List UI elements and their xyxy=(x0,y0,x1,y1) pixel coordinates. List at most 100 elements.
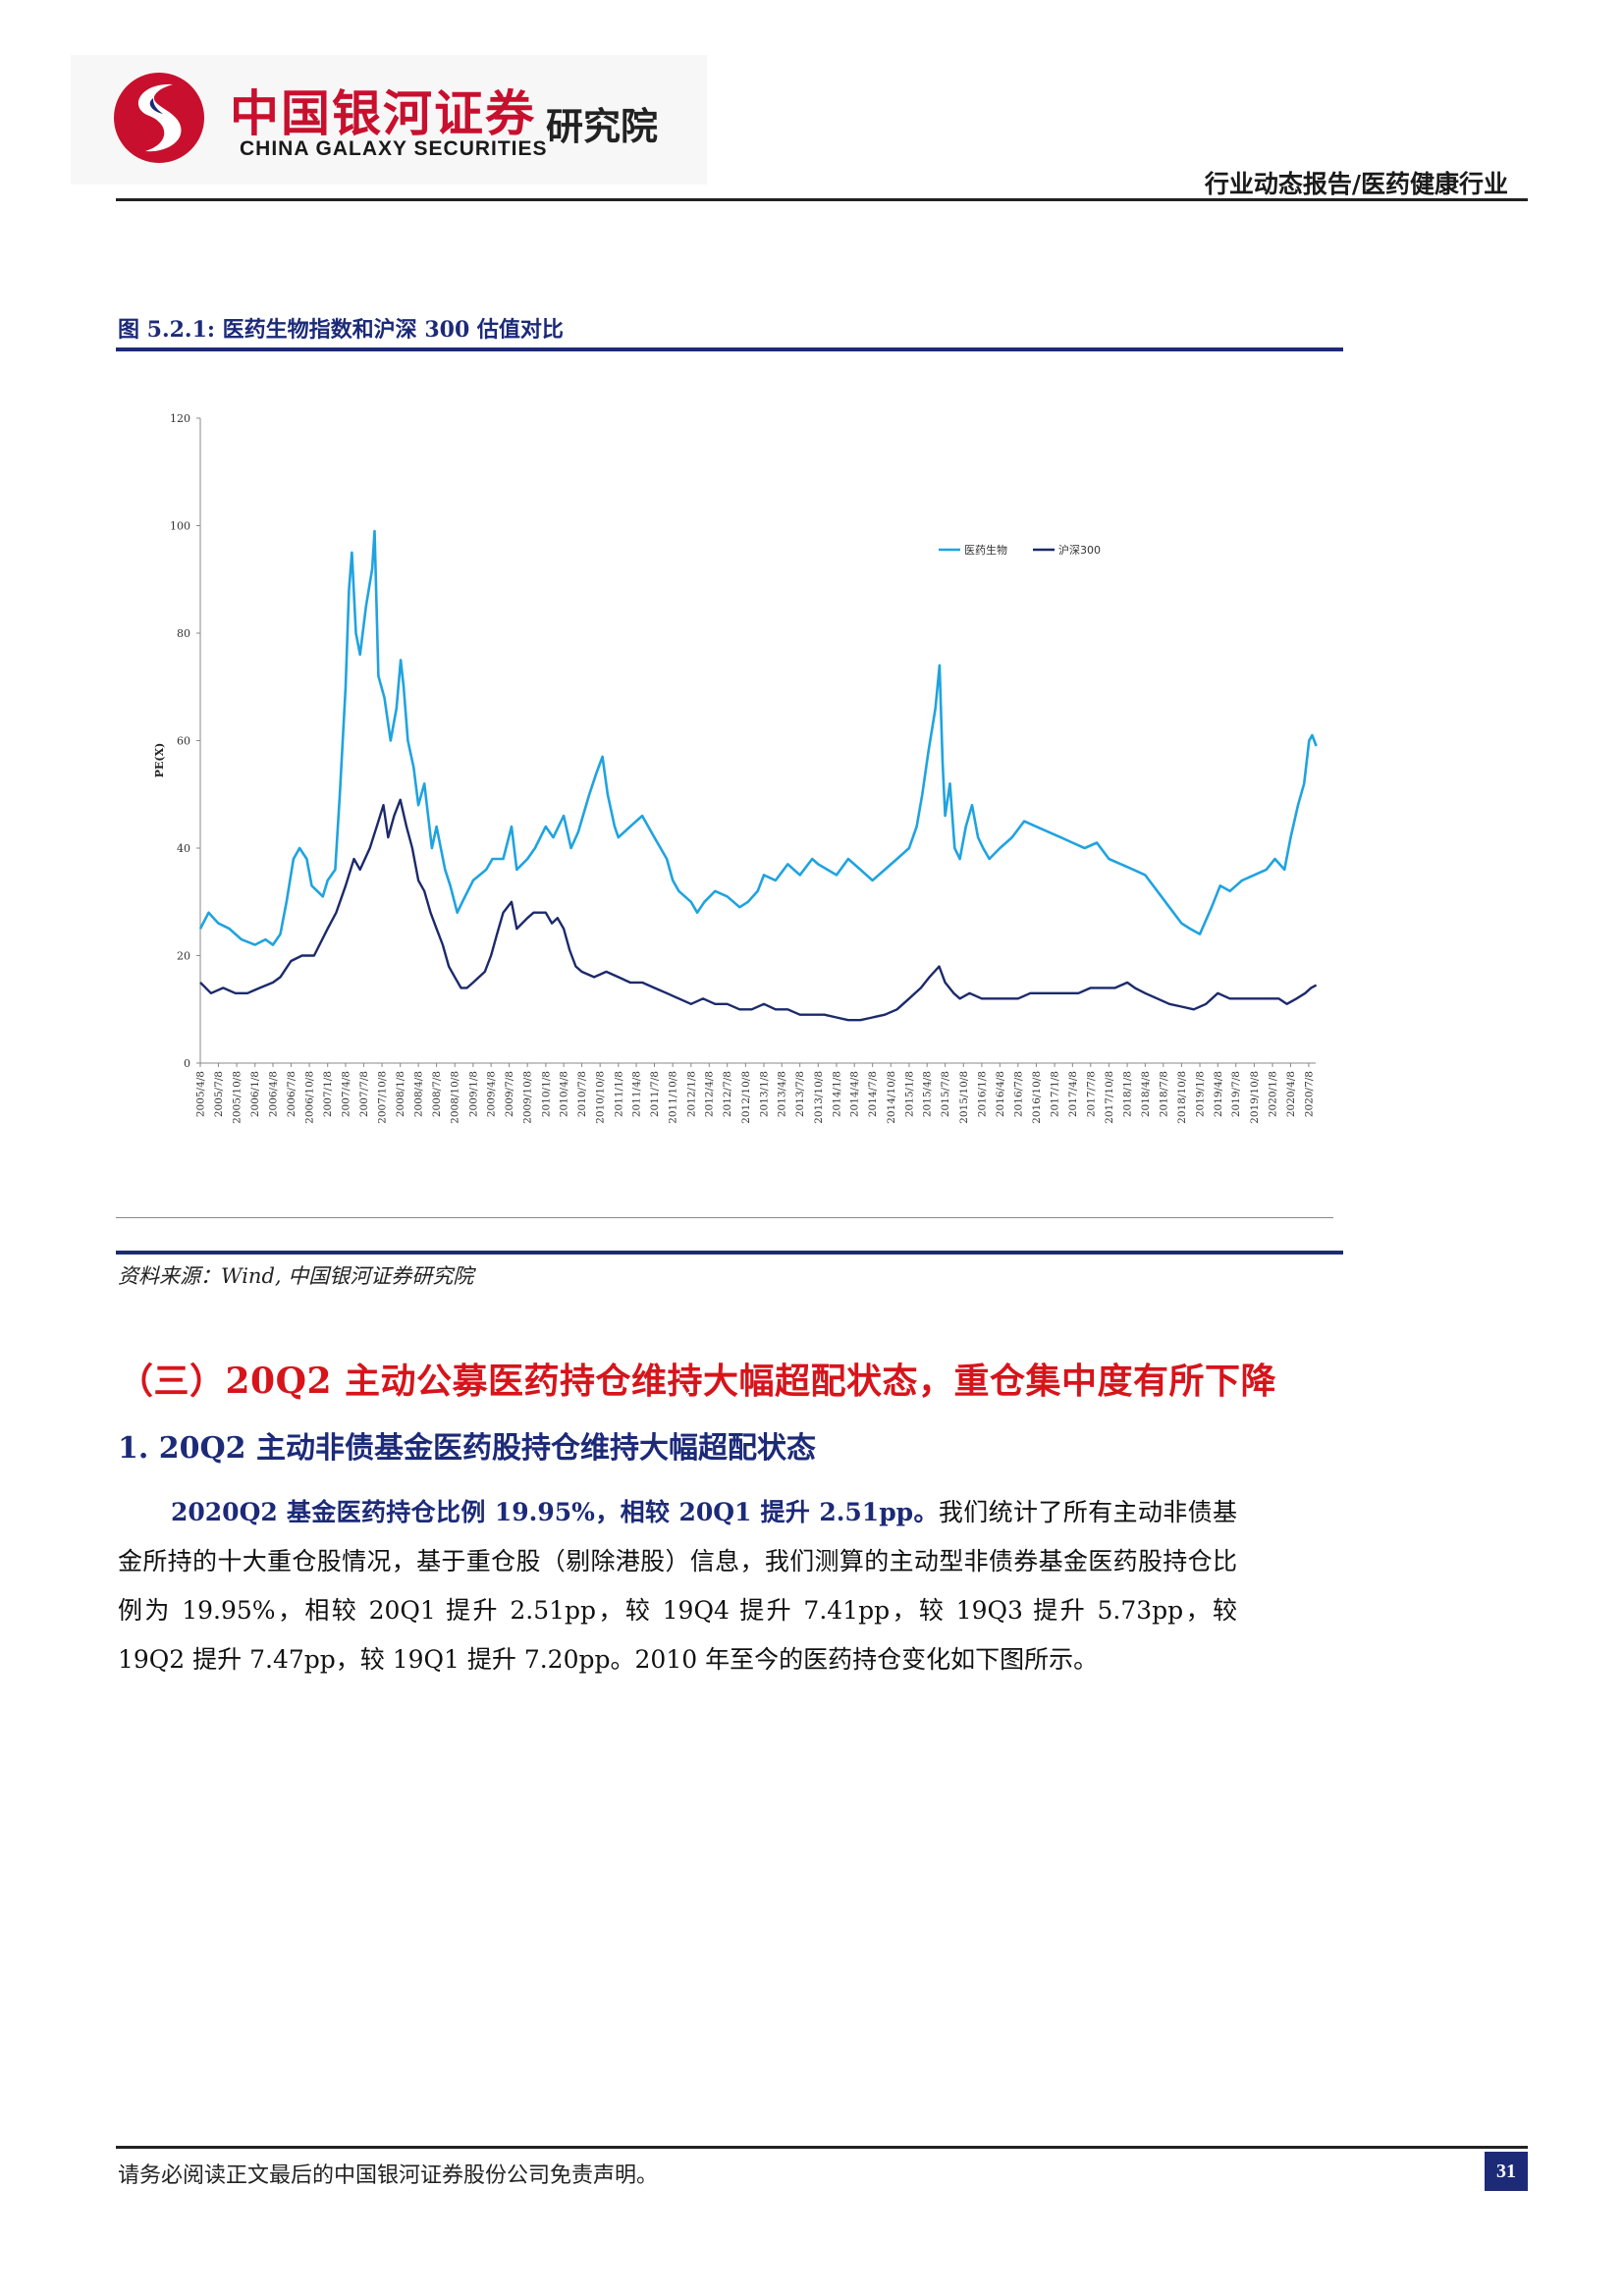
y-tick-label: 60 xyxy=(177,735,190,748)
x-tick-label: 2007/1/8 xyxy=(322,1071,334,1117)
y-axis-label: PE(X) xyxy=(153,743,166,778)
x-tick-label: 2006/7/8 xyxy=(286,1071,298,1117)
footer-disclaimer: 请务必阅读正文最后的中国银河证券股份公司免责声明。 xyxy=(118,2163,659,2188)
x-tick-label: 2014/1/8 xyxy=(831,1071,842,1117)
x-tick-label: 2020/4/8 xyxy=(1285,1071,1297,1117)
x-tick-label: 2012/10/8 xyxy=(740,1071,752,1124)
x-tick-label: 2009/4/8 xyxy=(486,1071,498,1117)
report-type: 行业动态报告/医药健康行业 xyxy=(1204,170,1508,198)
paragraph-body: 我们统计了所有主动非债基金所持的十大重仓股情况，基于重仓股（剔除港股）信息，我们… xyxy=(118,1498,1237,1674)
x-tick-label: 2010/1/8 xyxy=(540,1071,552,1117)
x-tick-label: 2006/10/8 xyxy=(304,1071,316,1124)
x-tick-label: 2014/7/8 xyxy=(867,1071,879,1117)
x-tick-label: 2016/4/8 xyxy=(995,1071,1006,1117)
x-tick-label: 2011/10/8 xyxy=(668,1071,679,1124)
paragraph-lead: 2020Q2 基金医药持仓比例 19.95%，相较 20Q1 提升 2.51pp… xyxy=(171,1498,939,1526)
logo-chinese-name: 中国银河证券 xyxy=(230,85,536,142)
x-tick-label: 2007/10/8 xyxy=(377,1071,389,1124)
header-divider xyxy=(116,198,1528,201)
chart-axes xyxy=(196,417,1316,1067)
legend-label: 沪深300 xyxy=(1058,543,1101,557)
footer-divider xyxy=(116,2146,1528,2149)
figure-inner-rule xyxy=(116,1217,1333,1218)
legend-label: 医药生物 xyxy=(964,543,1007,557)
figure-source: 资料来源：Wind, 中国银河证券研究院 xyxy=(118,1264,474,1288)
x-tick-label: 2007/4/8 xyxy=(340,1071,352,1117)
company-logo: 中国银河证券 CHINA GALAXY SECURITIES 研究院 xyxy=(71,55,707,185)
x-tick-label: 2013/7/8 xyxy=(794,1071,806,1117)
galaxy-logo-icon xyxy=(114,73,204,163)
x-tick-label: 2016/10/8 xyxy=(1031,1071,1043,1124)
x-tick-labels: 2005/4/8 2005/7/8 2005/10/8 2006/1/8 2006/4/… xyxy=(195,1071,1316,1124)
y-tick-label: 80 xyxy=(177,627,190,640)
x-tick-label: 2010/7/8 xyxy=(576,1071,588,1117)
x-tick-label: 2020/1/8 xyxy=(1268,1071,1279,1117)
page-number: 31 xyxy=(1485,2152,1528,2191)
y-tick-label: 0 xyxy=(184,1057,190,1070)
x-tick-label: 2009/10/8 xyxy=(522,1071,534,1124)
body-paragraph: 2020Q2 基金医药持仓比例 19.95%，相较 20Q1 提升 2.51pp… xyxy=(118,1488,1237,1684)
series-line-1 xyxy=(198,529,1318,946)
x-tick-label: 2012/1/8 xyxy=(685,1071,697,1117)
x-tick-label: 2011/1/8 xyxy=(613,1071,624,1117)
x-tick-label: 2008/4/8 xyxy=(413,1071,425,1117)
figure-top-rule xyxy=(116,347,1343,351)
x-tick-label: 2018/10/8 xyxy=(1176,1071,1188,1124)
x-tick-label: 2018/4/8 xyxy=(1140,1071,1152,1117)
x-tick-label: 2014/10/8 xyxy=(886,1071,897,1124)
x-tick-label: 2005/7/8 xyxy=(213,1071,225,1117)
x-tick-label: 2015/10/8 xyxy=(958,1071,970,1124)
y-tick-labels: 0 20 40 60 80 100 120 xyxy=(170,412,190,1070)
logo-institute: 研究院 xyxy=(546,105,659,148)
x-tick-label: 2018/7/8 xyxy=(1158,1071,1169,1117)
x-tick-label: 2006/4/8 xyxy=(267,1071,279,1117)
x-tick-label: 2019/1/8 xyxy=(1195,1071,1207,1117)
x-tick-label: 2008/10/8 xyxy=(450,1071,461,1124)
x-tick-label: 2010/10/8 xyxy=(595,1071,607,1124)
x-tick-label: 2009/7/8 xyxy=(504,1071,515,1117)
x-tick-label: 2011/7/8 xyxy=(649,1071,661,1117)
x-tick-label: 2017/1/8 xyxy=(1050,1071,1061,1117)
section-heading: （三）20Q2 主动公募医药持仓维持大幅超配状态，重仓集中度有所下降 xyxy=(118,1361,1277,1402)
x-tick-label: 2019/10/8 xyxy=(1249,1071,1261,1124)
x-tick-label: 2015/7/8 xyxy=(940,1071,951,1117)
x-tick-label: 2015/4/8 xyxy=(922,1071,934,1117)
x-tick-label: 2017/4/8 xyxy=(1067,1071,1079,1117)
y-tick-label: 100 xyxy=(170,520,190,533)
x-tick-label: 2005/10/8 xyxy=(232,1071,244,1124)
y-tick-label: 120 xyxy=(170,412,190,425)
x-tick-label: 2019/7/8 xyxy=(1230,1071,1242,1117)
x-tick-label: 2017/7/8 xyxy=(1085,1071,1097,1117)
x-tick-label: 2008/1/8 xyxy=(395,1071,406,1117)
x-tick-label: 2014/4/8 xyxy=(849,1071,861,1117)
series-lines xyxy=(198,529,1318,1022)
x-tick-label: 2013/1/8 xyxy=(758,1071,770,1117)
sub-heading: 1. 20Q2 主动非债基金医药股持仓维持大幅超配状态 xyxy=(118,1431,816,1466)
pe-comparison-chart: 0 20 40 60 80 100 120 2005/4/8 2005/7/8 2005/10/… xyxy=(153,412,1318,1124)
y-tick-label: 20 xyxy=(177,950,190,963)
logo-english-name: CHINA GALAXY SECURITIES xyxy=(240,137,548,160)
x-tick-label: 2015/1/8 xyxy=(903,1071,915,1117)
x-tick-label: 2016/7/8 xyxy=(1012,1071,1024,1117)
y-tick-label: 40 xyxy=(177,842,190,855)
x-tick-label: 2013/4/8 xyxy=(777,1071,788,1117)
x-tick-label: 2020/7/8 xyxy=(1303,1071,1315,1117)
chart-legend: 医药生物 沪深300 xyxy=(939,543,1101,557)
x-tick-label: 2007/7/8 xyxy=(358,1071,370,1117)
x-tick-label: 2019/4/8 xyxy=(1213,1071,1224,1117)
figure-bottom-rule xyxy=(116,1251,1343,1255)
x-tick-label: 2006/1/8 xyxy=(249,1071,261,1117)
series-line-2 xyxy=(199,798,1318,1022)
x-tick-label: 2016/1/8 xyxy=(976,1071,988,1117)
x-tick-label: 2012/4/8 xyxy=(704,1071,716,1117)
x-tick-label: 2013/10/8 xyxy=(813,1071,825,1124)
x-tick-label: 2008/7/8 xyxy=(431,1071,443,1117)
x-tick-label: 2017/10/8 xyxy=(1104,1071,1115,1124)
x-tick-label: 2010/4/8 xyxy=(559,1071,570,1117)
x-tick-label: 2009/1/8 xyxy=(467,1071,479,1117)
x-tick-label: 2018/1/8 xyxy=(1122,1071,1134,1117)
x-tick-label: 2005/4/8 xyxy=(195,1071,207,1117)
x-tick-label: 2012/7/8 xyxy=(722,1071,733,1117)
figure-title: 图 5.2.1: 医药生物指数和沪深 300 估值对比 xyxy=(118,317,564,343)
x-tick-label: 2011/4/8 xyxy=(631,1071,643,1117)
